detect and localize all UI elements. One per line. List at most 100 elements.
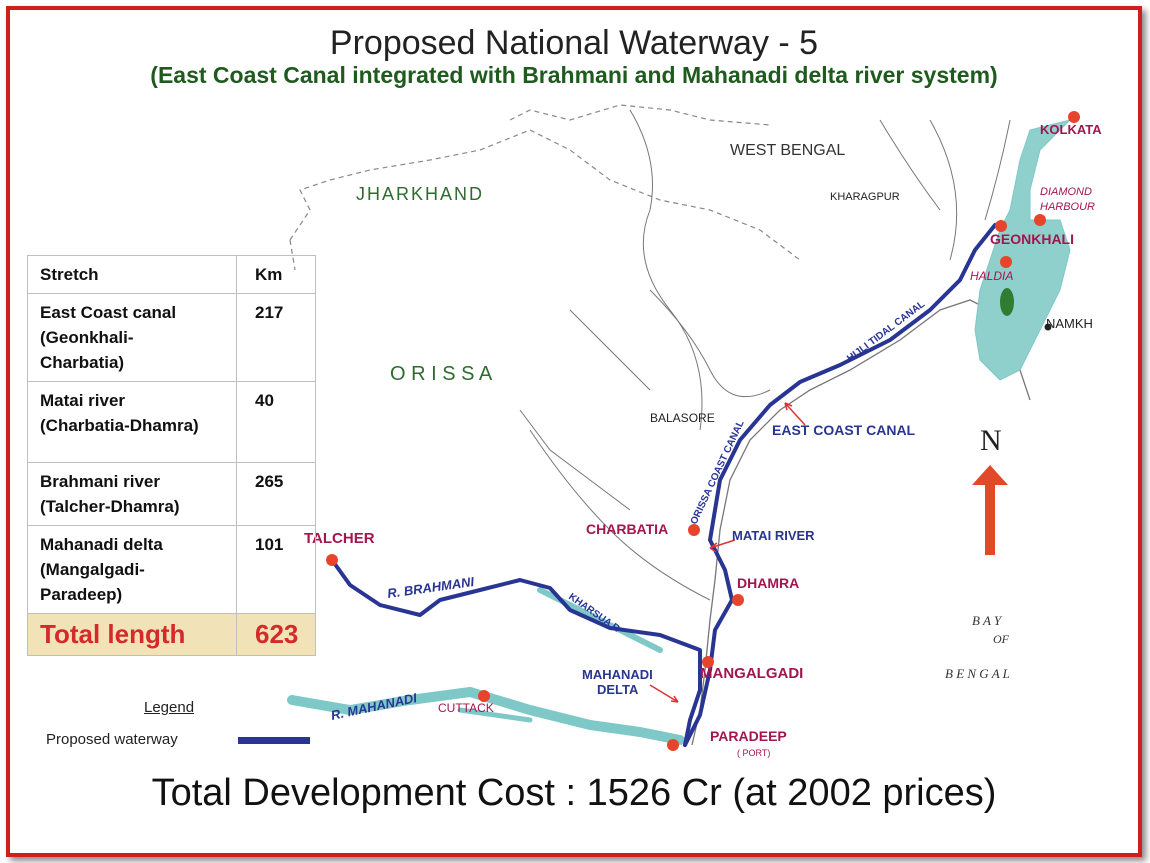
north-label: N: [980, 424, 1002, 457]
total-label: Total length: [27, 613, 237, 656]
stretch-line: Charbatia): [40, 353, 125, 372]
marker-geonkhali: [995, 220, 1007, 232]
pointer-arrows: [649, 402, 806, 703]
marker-cuttack: [478, 690, 490, 702]
map-frame: Proposed National Waterway - 5 (East Coa…: [6, 6, 1142, 857]
table-row: Brahmani river (Talcher-Dhamra) 265: [27, 462, 316, 526]
river-baitarani: [529, 429, 711, 601]
bay-line1: B A Y: [972, 613, 1003, 628]
arrow-head-delta: [670, 695, 679, 703]
stretch-line: (Talcher-Dhamra): [40, 497, 180, 516]
stretch-name: Matai river (Charbatia-Dhamra): [27, 381, 237, 463]
stretch-km: 40: [236, 381, 316, 463]
river-minor-2: [929, 119, 958, 261]
stretch-line: Mahanadi delta: [40, 535, 163, 554]
coastline: [691, 299, 1031, 746]
label-paradeep: PARADEEP: [710, 728, 787, 744]
stretch-table: Stretch Km East Coast canal (Geonkhali- …: [27, 255, 316, 656]
stretch-name: Mahanadi delta (Mangalgadi- Paradeep): [27, 525, 237, 614]
stretch-km: 217: [236, 293, 316, 382]
river-mahanadi-branch: [457, 707, 533, 723]
label-port: ( PORT): [737, 748, 770, 758]
boundary-jharkhand: [289, 129, 801, 261]
arrow-head-matai: [709, 542, 718, 553]
label-cuttack: CUTTACK: [438, 701, 494, 715]
stretch-name: East Coast canal (Geonkhali- Charbatia): [27, 293, 237, 382]
waterway-east-coast-canal: [683, 223, 997, 747]
label-r-mahanadi: R. MAHANADI: [330, 690, 419, 723]
table-row: Matai river (Charbatia-Dhamra) 40: [27, 381, 316, 463]
stretch-name: Brahmani river (Talcher-Dhamra): [27, 462, 237, 526]
estuary-island: [1000, 288, 1014, 316]
legend-waterway-swatch: [238, 737, 310, 744]
marker-kolkata: [1068, 111, 1080, 123]
marker-paradeep: [667, 739, 679, 751]
stretch-line: (Geonkhali-: [40, 328, 134, 347]
spacer: [40, 438, 224, 456]
river-minor-5: [649, 289, 771, 398]
arrow-delta: [649, 684, 679, 703]
marker-talcher: [326, 554, 338, 566]
label-talcher: TALCHER: [304, 530, 375, 547]
label-r-brahmani: R. BRAHMANI: [386, 574, 475, 601]
boundary-north: [509, 104, 771, 126]
label-kharagpur: KHARAGPUR: [830, 191, 900, 203]
label-mangalgadi: MANGALGADI: [700, 665, 803, 682]
river-subarnarekha: [629, 109, 703, 431]
label-hijli-canal: HIJLI TIDAL CANAL: [845, 299, 927, 365]
stretch-km: 101: [236, 525, 316, 614]
waterway-brahmani: [330, 558, 702, 747]
table-row: East Coast canal (Geonkhali- Charbatia) …: [27, 293, 316, 382]
waterway-map: JHARKHAND O R I S S A WEST BENGAL B A Y …: [287, 104, 1102, 758]
label-diamond-2: HARBOUR: [1040, 201, 1095, 213]
state-boundaries: [289, 104, 801, 271]
label-dhamra: DHAMRA: [737, 575, 799, 591]
arrow-matai: [709, 539, 736, 549]
label-diamond-1: DIAMOND: [1040, 186, 1092, 198]
region-orissa: O R I S S A: [390, 363, 493, 385]
legend-title: Legend: [144, 699, 195, 716]
table-header-row: Stretch Km: [27, 255, 316, 294]
label-east-coast-canal: EAST COAST CANAL: [772, 422, 916, 438]
label-kolkata: KOLKATA: [1040, 122, 1102, 137]
region-west-bengal: WEST BENGAL: [730, 142, 845, 159]
river-minor-3: [984, 119, 1011, 221]
proposed-waterway: [330, 223, 997, 747]
marker-mangalgadi: [702, 656, 714, 668]
marker-namkhana: [1044, 323, 1052, 331]
table-row: Mahanadi delta (Mangalgadi- Paradeep) 10…: [27, 525, 316, 614]
north-arrow-icon: [972, 465, 1008, 555]
label-mahanadi-delta-2: DELTA: [597, 682, 639, 697]
river-minor-4: [879, 119, 941, 211]
page-title: Proposed National Waterway - 5: [329, 24, 819, 62]
label-charbatia: CHARBATIA: [586, 521, 668, 537]
page-subtitle: (East Coast Canal integrated with Brahma…: [150, 62, 998, 88]
marker-diamond-harbour: [1034, 214, 1046, 226]
marker-haldia: [1000, 256, 1012, 268]
label-orissa-coast-canal: ORISSA COAST CANAL: [689, 419, 747, 527]
hooghly-estuary: [974, 119, 1072, 381]
marker-dhamra: [732, 594, 744, 606]
total-row: Total length 623: [27, 613, 316, 656]
label-matai-river: MATAI RIVER: [732, 528, 815, 543]
minor-rivers: [519, 109, 1011, 601]
cost-text: Total Development Cost : 1526 Cr (at 200…: [151, 772, 997, 814]
label-geonkhali: GEONKHALI: [990, 231, 1074, 247]
label-mahanadi-delta-1: MAHANADI: [582, 667, 653, 682]
total-km: 623: [236, 613, 316, 656]
label-haldia: HALDIA: [970, 269, 1013, 283]
stretch-line: Brahmani river: [40, 472, 160, 491]
stretch-line: Matai river: [40, 391, 126, 410]
label-namkhana: NAMKH: [1046, 316, 1093, 331]
bay-line3: B E N G A L: [945, 666, 1010, 681]
marker-charbatia: [688, 524, 700, 536]
arrow-head-ecc: [784, 402, 793, 411]
stretch-line: East Coast canal: [40, 303, 177, 322]
stretch-line: (Charbatia-Dhamra): [40, 416, 199, 435]
stretch-line: Paradeep): [40, 585, 123, 604]
town-markers: [326, 111, 1080, 751]
header-km: Km: [236, 255, 316, 294]
label-balasore: BALASORE: [650, 411, 715, 425]
bay-line2: OF: [993, 632, 1010, 646]
river-minor-1: [519, 409, 631, 511]
